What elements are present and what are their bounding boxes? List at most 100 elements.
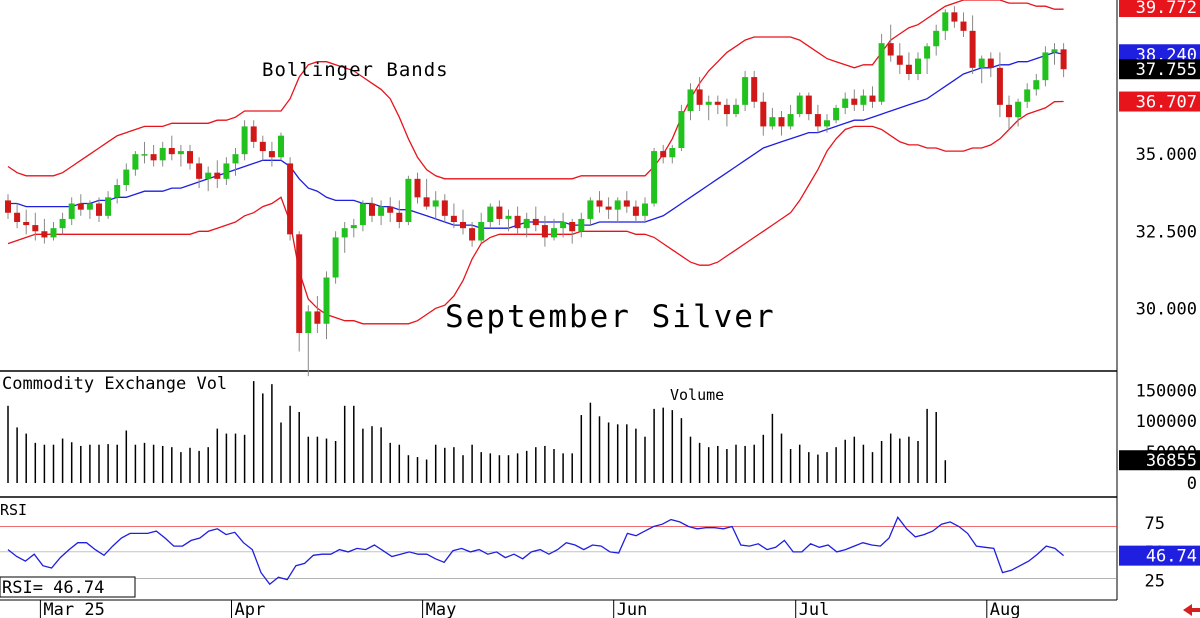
candle-body — [605, 206, 612, 210]
candle-body — [68, 203, 75, 219]
rsi-value-box — [0, 576, 136, 598]
candle-body — [323, 277, 330, 324]
candle-body — [1024, 89, 1031, 102]
scroll-left-arrow-tail[interactable] — [1192, 608, 1200, 612]
candle-body — [41, 231, 48, 238]
candle-body — [869, 95, 876, 102]
volume-tag-value: 36855 — [1146, 451, 1197, 471]
candle-body — [469, 228, 476, 241]
candle-body — [996, 67, 1003, 105]
price-tag — [1119, 0, 1200, 18]
volume-tick-label: 100000 — [1136, 412, 1197, 432]
price-tag-value: 39.772 — [1136, 0, 1197, 18]
candle-body — [205, 172, 212, 179]
candle-body — [915, 58, 921, 74]
month-label: Jul — [799, 600, 830, 618]
candle-body — [414, 178, 421, 198]
candle-body — [187, 151, 193, 164]
rsi-tick-label: 75 — [1145, 514, 1165, 534]
price-tag — [1119, 91, 1200, 112]
candle-body — [651, 151, 658, 204]
candle-body — [396, 212, 403, 222]
candle-body — [1015, 101, 1022, 118]
bollinger-lower-line — [7, 100, 1064, 325]
candle-body — [578, 218, 585, 232]
volume-title: Volume — [670, 386, 724, 404]
rsi-tag-value: 46.74 — [1146, 547, 1197, 567]
candle-body — [814, 114, 821, 127]
candle-body — [132, 154, 139, 170]
candle-body — [378, 206, 385, 216]
candle-body — [59, 218, 66, 229]
candle-body — [332, 237, 339, 278]
candle-body — [296, 234, 303, 333]
month-label: Mar 25 — [43, 600, 104, 618]
candle-body — [632, 206, 639, 216]
candle-body — [742, 77, 749, 105]
candle-body — [159, 148, 166, 161]
candle-body — [423, 197, 430, 207]
scroll-left-icon[interactable] — [1183, 604, 1192, 616]
candle-body — [196, 163, 203, 179]
price-tick-label: 30.000 — [1136, 299, 1197, 319]
axes: 30.00032.50035.00039.77238.24037.75536.7… — [39, 0, 1200, 618]
candle-body — [960, 21, 967, 31]
candle-body — [314, 311, 321, 324]
candle-body — [669, 148, 676, 158]
rsi-tag — [1119, 545, 1200, 566]
candle-body — [842, 98, 849, 108]
candle-body — [778, 117, 785, 127]
candle-body — [705, 101, 712, 105]
candle-body — [350, 225, 357, 229]
candle-body — [696, 89, 703, 105]
candle-body — [805, 95, 812, 115]
candle-body — [978, 58, 985, 68]
candle-body — [150, 154, 157, 161]
candle-body — [496, 206, 503, 219]
candle-body — [878, 43, 885, 102]
candle-body — [851, 98, 858, 105]
month-label: Jun — [617, 600, 648, 618]
price-tick-label: 32.500 — [1136, 222, 1197, 242]
candle-body — [123, 169, 130, 185]
candle-body — [523, 218, 530, 229]
candle-body — [541, 225, 548, 238]
candle-body — [341, 228, 348, 238]
candle-body — [532, 218, 539, 226]
candle-body — [969, 30, 976, 68]
candle-body — [660, 151, 667, 158]
candle-body — [942, 12, 949, 31]
candle-body — [551, 228, 557, 238]
candle-body — [359, 203, 366, 226]
candle-body — [1042, 52, 1049, 81]
rsi-panel — [0, 516, 1117, 586]
candle-body — [478, 222, 485, 241]
rsi-title: RSI — [0, 501, 27, 519]
candle-body — [369, 203, 375, 216]
candle-body — [796, 95, 803, 115]
rsi-tick-label: 25 — [1145, 572, 1165, 592]
candle-body — [933, 30, 940, 47]
volume-panel-label: Commodity Exchange Vol — [2, 374, 227, 394]
volume-tick-label: 150000 — [1136, 381, 1197, 401]
rsi-line — [7, 516, 1065, 586]
candle-body — [1051, 49, 1058, 53]
chart-title: September Silver — [445, 299, 776, 335]
candle-body — [5, 200, 11, 213]
candle-body — [432, 200, 439, 207]
volume-tick-label: 0 — [1187, 474, 1197, 494]
candle-body — [241, 126, 248, 155]
candle-body — [514, 215, 521, 229]
candle-body — [232, 154, 239, 164]
candle-body — [487, 206, 494, 222]
candle-body — [1060, 49, 1067, 70]
candle-body — [924, 46, 931, 59]
rsi-value-label: RSI= 46.74 — [2, 578, 104, 598]
month-label: Aug — [990, 600, 1021, 618]
candle-body — [1033, 80, 1040, 90]
candle-body — [23, 222, 30, 226]
candle-body — [560, 222, 567, 229]
candle-body — [114, 185, 121, 198]
candle-body — [614, 200, 621, 210]
